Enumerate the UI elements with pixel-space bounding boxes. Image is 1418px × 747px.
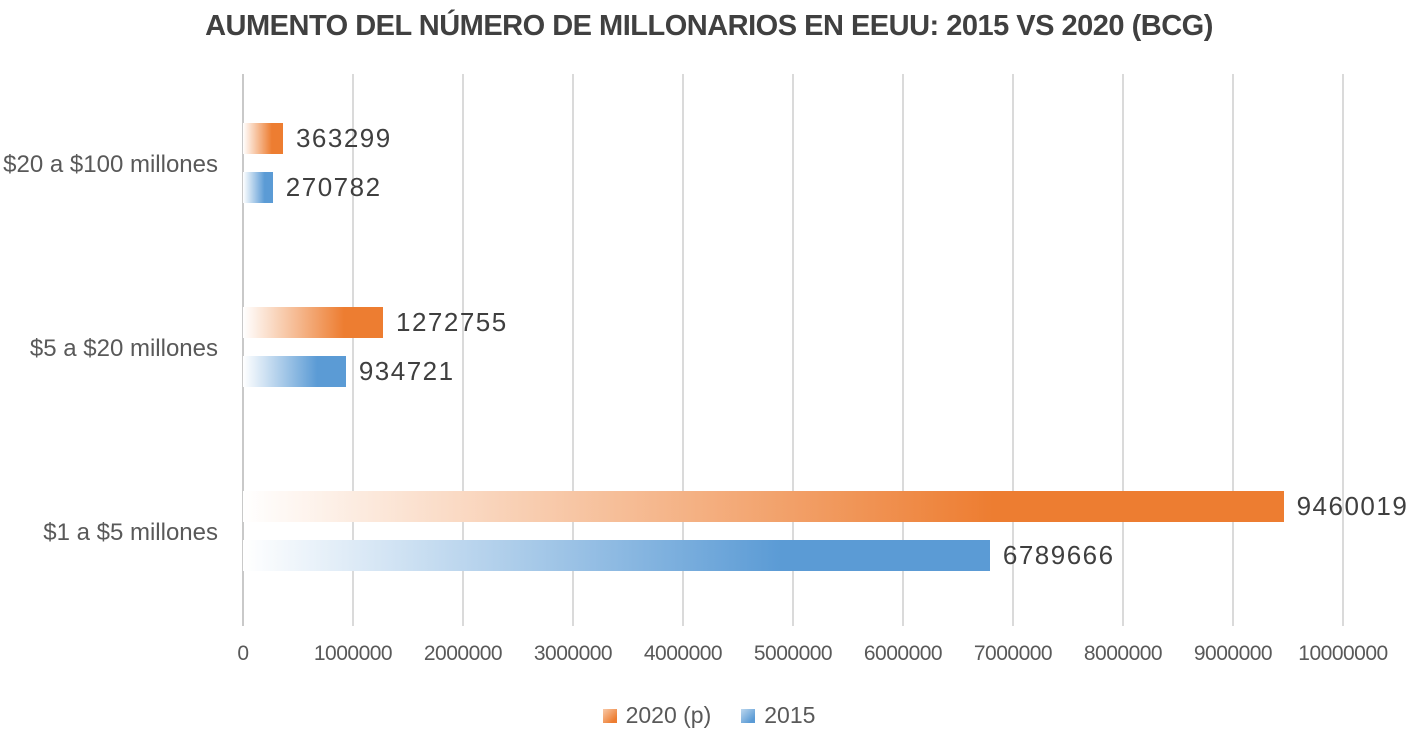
bar-2015 [243, 356, 346, 387]
value-label: 363299 [295, 123, 392, 153]
value-label: 9460019 [1296, 491, 1409, 521]
x-tick-label: 9000000 [1193, 642, 1273, 665]
plot-area [242, 74, 1344, 626]
x-tick-label: 0 [237, 642, 249, 665]
legend-label: 2020 (p) [625, 702, 712, 728]
gridline [902, 74, 904, 626]
y-axis-line [242, 74, 244, 626]
gridline [462, 74, 464, 626]
gridline [682, 74, 684, 626]
bar-2020-p [243, 307, 383, 338]
bar-2015 [243, 172, 273, 203]
x-tick-label: 10000000 [1298, 642, 1388, 665]
legend: 2020 (p) 2015 [0, 702, 1418, 729]
x-tick-label: 3000000 [533, 642, 613, 665]
x-tick-label: 5000000 [753, 642, 833, 665]
category-label: $5 a $20 millones [29, 335, 218, 362]
legend-entry: 2020 (p) [602, 702, 712, 729]
gridline [1232, 74, 1234, 626]
x-tick-label: 2000000 [423, 642, 503, 665]
category-label: $20 a $100 millones [3, 151, 218, 178]
gridline [352, 74, 354, 626]
legend-label: 2015 [764, 702, 816, 728]
x-tick-label: 4000000 [643, 642, 723, 665]
value-label: 934721 [358, 356, 455, 386]
gridline [572, 74, 574, 626]
gridline [1342, 74, 1344, 626]
value-label: 1272755 [396, 307, 508, 337]
legend-entry: 2015 [741, 702, 815, 729]
x-tick-label: 1000000 [313, 642, 393, 665]
gridline [1012, 74, 1014, 626]
legend-marker-icon [741, 708, 756, 723]
legend-marker-icon [602, 708, 617, 723]
x-tick-label: 7000000 [973, 642, 1053, 665]
category-label: $1 a $5 millones [43, 519, 218, 546]
x-tick-label: 6000000 [863, 642, 943, 665]
chart-title: AUMENTO DEL NÚMERO DE MILLONARIOS EN EEU… [205, 10, 1213, 42]
value-label: 270782 [285, 172, 382, 202]
x-tick-label: 8000000 [1083, 642, 1163, 665]
bar-2020-p [243, 491, 1284, 522]
gridline [792, 74, 794, 626]
bar-2020-p [243, 123, 283, 154]
gridline [1122, 74, 1124, 626]
bar-2015 [243, 540, 990, 571]
value-label: 6789666 [1002, 540, 1115, 570]
